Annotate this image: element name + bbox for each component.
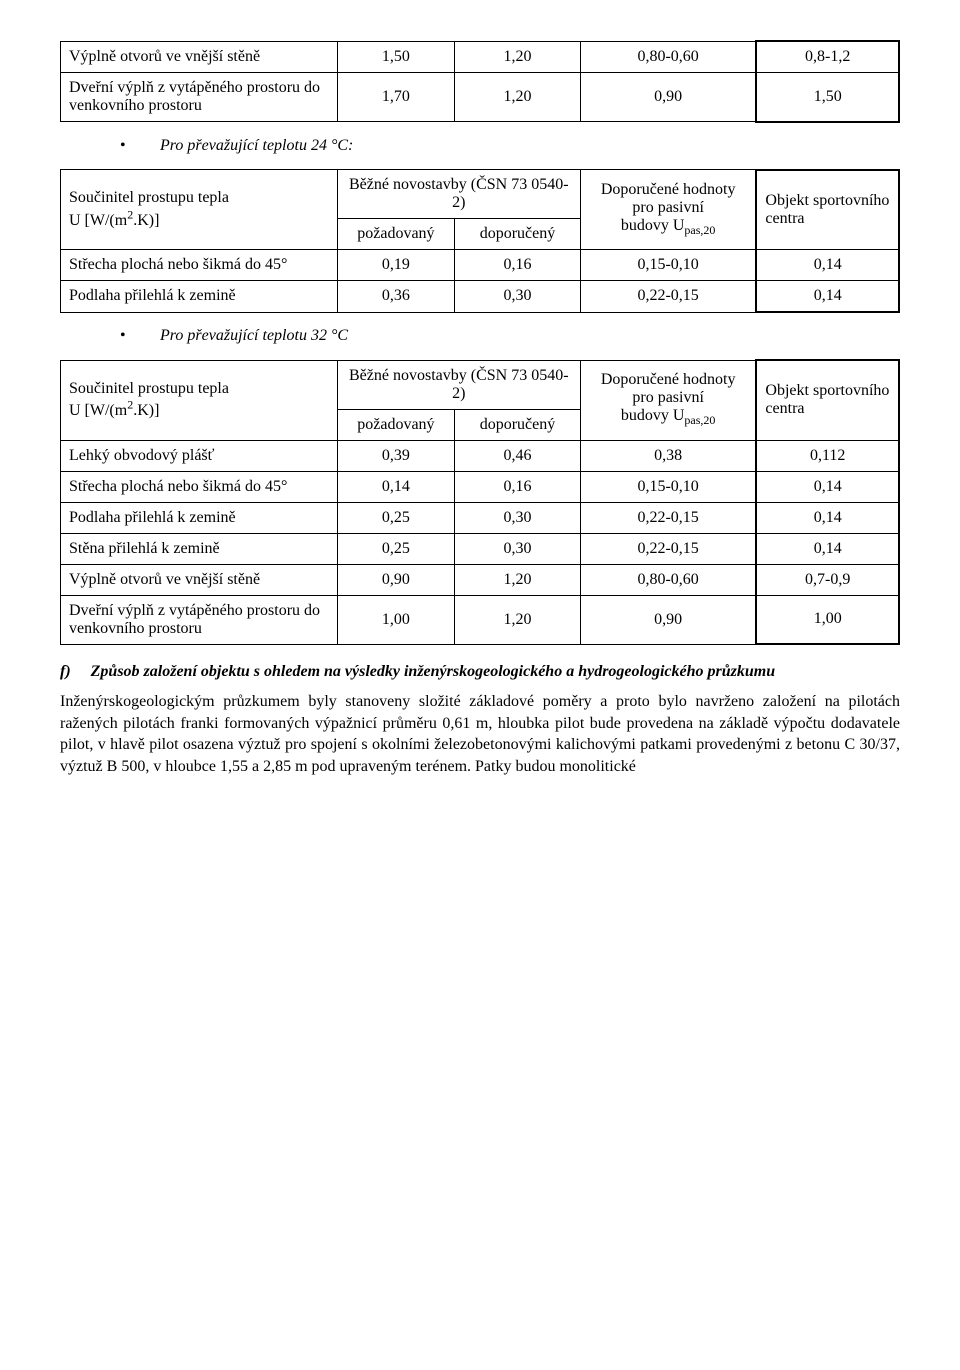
table-row: Výplně otvorů ve vnější stěně 0,90 1,20 … xyxy=(61,564,900,595)
row-label: Střecha plochá nebo šikmá do 45° xyxy=(61,471,338,502)
cell-c4: 0,8-1,2 xyxy=(756,41,899,73)
row-label: Střecha plochá nebo šikmá do 45° xyxy=(61,250,338,281)
header-sub1: požadovaný xyxy=(337,219,454,250)
cell-c4: 0,14 xyxy=(756,250,899,281)
table-row: Střecha plochá nebo šikmá do 45° 0,19 0,… xyxy=(61,250,900,281)
table-row: Dveřní výplň z vytápěného prostoru do ve… xyxy=(61,73,900,122)
row-label: Dveřní výplň z vytápěného prostoru do ve… xyxy=(61,73,338,122)
cell-c2: 0,30 xyxy=(455,533,581,564)
table-row: Podlaha přilehlá k zemině 0,36 0,30 0,22… xyxy=(61,281,900,313)
header-col4-top: Objekt sportovního xyxy=(765,192,889,209)
header-right: Doporučené hodnoty pro pasivní budovy Up… xyxy=(580,360,756,440)
cell-c4: 0,112 xyxy=(756,440,899,471)
cell-c3: 0,38 xyxy=(580,440,756,471)
table-row: Stěna přilehlá k zemině 0,25 0,30 0,22-0… xyxy=(61,533,900,564)
cell-c4: 0,14 xyxy=(756,281,899,313)
header-col4-bottom: centra xyxy=(765,400,804,417)
table-row: Lehký obvodový plášť 0,39 0,46 0,38 0,11… xyxy=(61,440,900,471)
table-row: Dveřní výplň z vytápěného prostoru do ve… xyxy=(61,595,900,644)
cell-c3: 0,90 xyxy=(580,595,756,644)
row-label: Dveřní výplň z vytápěného prostoru do ve… xyxy=(61,595,338,644)
header-left-top: Součinitel prostupu tepla xyxy=(69,380,229,397)
cell-c3: 0,15-0,10 xyxy=(580,250,756,281)
cell-c4: 0,14 xyxy=(756,502,899,533)
row-label: Lehký obvodový plášť xyxy=(61,440,338,471)
section-letter: f) xyxy=(60,663,71,680)
cell-c2: 1,20 xyxy=(455,73,581,122)
thermal-table-2: Součinitel prostupu tepla U [W/(m2.K)] B… xyxy=(60,169,900,314)
cell-c2: 0,30 xyxy=(455,281,581,313)
cell-c1: 0,25 xyxy=(337,502,454,533)
cell-c3: 0,80-0,60 xyxy=(580,564,756,595)
header-left-top: Součinitel prostupu tepla xyxy=(69,189,229,206)
header-right-bottom: budovy Upas,20 xyxy=(621,217,716,234)
cell-c2: 0,46 xyxy=(455,440,581,471)
row-label: Výplně otvorů ve vnější stěně xyxy=(61,564,338,595)
row-label: Výplně otvorů ve vnější stěně xyxy=(61,41,338,73)
thermal-table-3: Součinitel prostupu tepla U [W/(m2.K)] B… xyxy=(60,359,900,645)
cell-c1: 1,70 xyxy=(337,73,454,122)
cell-c1: 0,90 xyxy=(337,564,454,595)
header-col4: Objekt sportovního centra xyxy=(756,170,899,250)
header-right: Doporučené hodnoty pro pasivní budovy Up… xyxy=(580,170,756,250)
cell-c3: 0,22-0,15 xyxy=(580,502,756,533)
section-f-heading: f) Způsob založení objektu s ohledem na … xyxy=(60,663,900,681)
row-label: Podlaha přilehlá k zemině xyxy=(61,281,338,313)
thermal-table-1: Výplně otvorů ve vnější stěně 1,50 1,20 … xyxy=(60,40,900,123)
table-header-row: Součinitel prostupu tepla U [W/(m2.K)] B… xyxy=(61,360,900,409)
cell-c3: 0,15-0,10 xyxy=(580,471,756,502)
header-left-bottom: U [W/(m2.K)] xyxy=(69,212,159,229)
bullet-24c: Pro převažující teplotu 24 °C: xyxy=(120,137,900,155)
header-left: Součinitel prostupu tepla U [W/(m2.K)] xyxy=(61,360,338,440)
section-f-paragraph: Inženýrskogeologickým průzkumem byly sta… xyxy=(60,691,900,777)
row-label: Stěna přilehlá k zemině xyxy=(61,533,338,564)
cell-c1: 0,36 xyxy=(337,281,454,313)
header-right-top: Doporučené hodnoty pro pasivní xyxy=(601,181,736,216)
cell-c2: 0,16 xyxy=(455,250,581,281)
table-row: Střecha plochá nebo šikmá do 45° 0,14 0,… xyxy=(61,471,900,502)
header-right-top: Doporučené hodnoty pro pasivní xyxy=(601,371,736,406)
section-title: Způsob založení objektu s ohledem na výs… xyxy=(91,663,775,680)
header-col4-bottom: centra xyxy=(765,210,804,227)
cell-c3: 0,80-0,60 xyxy=(580,41,756,73)
cell-c3: 0,90 xyxy=(580,73,756,122)
cell-c1: 1,00 xyxy=(337,595,454,644)
cell-c1: 0,14 xyxy=(337,471,454,502)
header-mid-top: Běžné novostavby (ČSN 73 0540-2) xyxy=(337,170,580,219)
cell-c1: 0,39 xyxy=(337,440,454,471)
header-left-bottom: U [W/(m2.K)] xyxy=(69,402,159,419)
header-col4-top: Objekt sportovního xyxy=(765,382,889,399)
header-col4: Objekt sportovního centra xyxy=(756,360,899,440)
cell-c4: 1,50 xyxy=(756,73,899,122)
cell-c2: 0,16 xyxy=(455,471,581,502)
cell-c3: 0,22-0,15 xyxy=(580,281,756,313)
cell-c1: 0,19 xyxy=(337,250,454,281)
cell-c2: 1,20 xyxy=(455,595,581,644)
table-row: Výplně otvorů ve vnější stěně 1,50 1,20 … xyxy=(61,41,900,73)
cell-c4: 1,00 xyxy=(756,595,899,644)
header-right-bottom: budovy Upas,20 xyxy=(621,407,716,424)
cell-c4: 0,14 xyxy=(756,471,899,502)
table-row: Podlaha přilehlá k zemině 0,25 0,30 0,22… xyxy=(61,502,900,533)
cell-c2: 1,20 xyxy=(455,41,581,73)
row-label: Podlaha přilehlá k zemině xyxy=(61,502,338,533)
header-left: Součinitel prostupu tepla U [W/(m2.K)] xyxy=(61,170,338,250)
header-sub1: požadovaný xyxy=(337,409,454,440)
cell-c2: 0,30 xyxy=(455,502,581,533)
cell-c4: 0,7-0,9 xyxy=(756,564,899,595)
cell-c4: 0,14 xyxy=(756,533,899,564)
table-body: Výplně otvorů ve vnější stěně 1,50 1,20 … xyxy=(61,41,900,122)
header-sub2: doporučený xyxy=(455,409,581,440)
table-header-row: Součinitel prostupu tepla U [W/(m2.K)] B… xyxy=(61,170,900,219)
header-sub2: doporučený xyxy=(455,219,581,250)
bullet-32c: Pro převažující teplotu 32 °C xyxy=(120,327,900,345)
cell-c2: 1,20 xyxy=(455,564,581,595)
cell-c1: 0,25 xyxy=(337,533,454,564)
cell-c3: 0,22-0,15 xyxy=(580,533,756,564)
header-mid-top: Běžné novostavby (ČSN 73 0540-2) xyxy=(337,360,580,409)
cell-c1: 1,50 xyxy=(337,41,454,73)
